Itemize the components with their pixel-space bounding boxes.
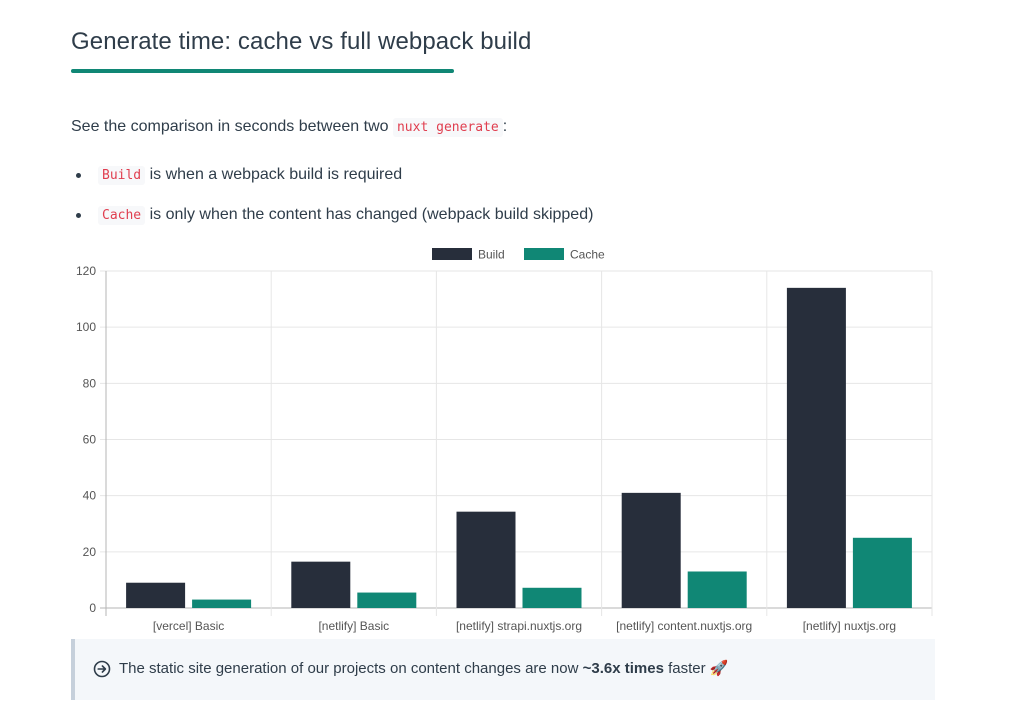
page-title: Generate time: cache vs full webpack bui… xyxy=(71,28,532,55)
x-tick-label: [netlify] nuxtjs.org xyxy=(803,619,896,633)
callout-text-before: The static site generation of our projec… xyxy=(119,660,579,677)
rocket-icon: 🚀 xyxy=(709,660,729,677)
y-tick-label: 40 xyxy=(83,489,97,503)
bar-chart: 0 20 40 60 80 100 120 [vercel] Basic [netlify] B… xyxy=(76,248,933,633)
bullet-code-build: Build xyxy=(98,166,146,185)
callout-box: The static site generation of our projec… xyxy=(71,639,935,700)
legend-swatch-build xyxy=(432,248,472,260)
callout-highlight: ~3.6x times xyxy=(582,660,664,677)
title-underline xyxy=(71,69,454,73)
bar-build xyxy=(291,561,351,608)
y-tick-label: 0 xyxy=(89,601,96,615)
bullet-list: Build is when a webpack build is require… xyxy=(71,162,593,242)
intro-colon: : xyxy=(502,118,508,135)
y-tick-label: 60 xyxy=(83,433,97,447)
x-tick-label: [netlify] strapi.nuxtjs.org xyxy=(456,619,582,633)
y-tick-label: 100 xyxy=(76,320,96,334)
bar-build xyxy=(456,511,516,608)
y-tick-label: 120 xyxy=(76,264,96,278)
y-tick-label: 20 xyxy=(83,545,97,559)
bar-cache xyxy=(687,571,747,608)
bar-cache xyxy=(357,592,417,608)
bullet-dot-icon xyxy=(76,173,81,178)
intro-code: nuxt generate xyxy=(392,118,503,137)
arrow-circle-right-icon xyxy=(93,660,111,683)
legend-swatch-cache xyxy=(524,248,564,260)
x-tick-label: [netlify] content.nuxtjs.org xyxy=(616,619,752,633)
bar-build xyxy=(786,287,846,608)
x-tick-label: [netlify] Basic xyxy=(318,619,389,633)
intro-text: See the comparison in seconds between tw… xyxy=(71,118,389,135)
bar-cache xyxy=(192,599,252,608)
bullet-item-build: Build is when a webpack build is require… xyxy=(71,162,593,188)
bullet-text-cache: is only when the content has changed (we… xyxy=(149,206,594,223)
x-tick-label: [vercel] Basic xyxy=(153,619,224,633)
legend-label-build: Build xyxy=(478,248,505,262)
bar-cache xyxy=(522,587,582,608)
bullet-text-build: is when a webpack build is required xyxy=(149,166,403,183)
bullet-item-cache: Cache is only when the content has chang… xyxy=(71,202,593,228)
callout-text: The static site generation of our projec… xyxy=(119,659,728,677)
y-tick-label: 80 xyxy=(83,376,97,390)
bar-build xyxy=(621,492,681,608)
callout-text-after: faster xyxy=(668,660,706,677)
bar-build xyxy=(126,582,186,608)
bullet-dot-icon xyxy=(76,213,81,218)
intro-paragraph: See the comparison in seconds between tw… xyxy=(71,116,507,139)
bullet-code-cache: Cache xyxy=(98,206,146,225)
legend-label-cache: Cache xyxy=(570,248,605,262)
bar-cache xyxy=(852,537,912,608)
